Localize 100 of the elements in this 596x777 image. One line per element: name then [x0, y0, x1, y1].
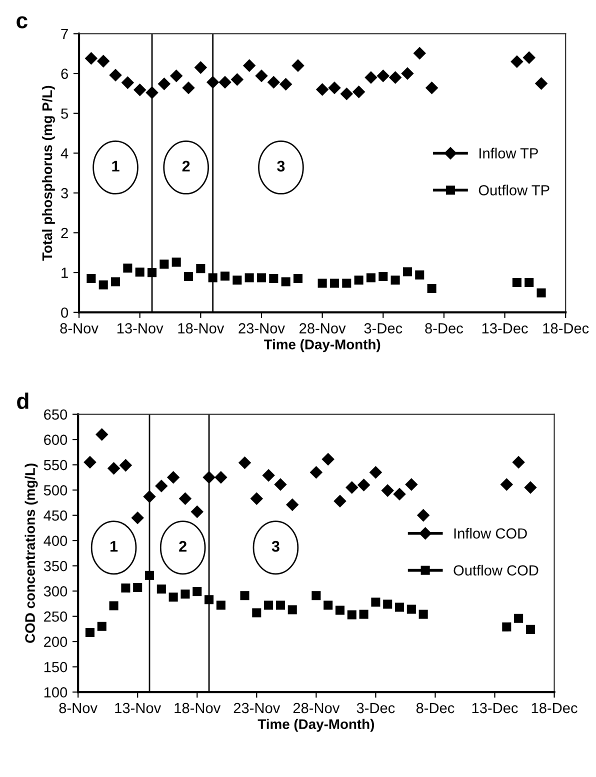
point [334, 494, 346, 508]
point [107, 462, 120, 475]
point [220, 272, 230, 281]
x-tick-label: 18-Nov [174, 702, 221, 714]
point [172, 258, 181, 267]
point [502, 622, 512, 632]
point [405, 478, 418, 491]
point [340, 87, 354, 100]
point [279, 78, 292, 91]
point [381, 484, 394, 497]
point [342, 278, 352, 288]
point [390, 276, 400, 285]
y-tick-label: 150 [44, 662, 68, 672]
point [383, 600, 392, 609]
point [109, 601, 118, 610]
point [242, 59, 256, 72]
annotation: 2 [182, 160, 190, 172]
point [170, 70, 183, 82]
point [427, 284, 436, 293]
point [526, 624, 535, 634]
point [135, 268, 144, 277]
y-tick-label: 200 [44, 636, 68, 647]
point [318, 278, 327, 288]
point [184, 272, 194, 282]
x-axis-title: Time (Day-Month) [264, 339, 380, 352]
point [346, 481, 358, 494]
y-tick-label: 500 [44, 485, 68, 496]
point [214, 471, 228, 484]
point [111, 277, 120, 286]
point [250, 492, 264, 506]
point [256, 273, 266, 282]
x-tick-label: 18-Dec [543, 323, 589, 334]
point [369, 466, 382, 479]
point [109, 68, 122, 82]
x-tick-label: 28-Nov [293, 702, 340, 714]
point [352, 85, 366, 98]
point [190, 505, 204, 518]
x-tick-label: 18-Dec [532, 702, 578, 714]
point [286, 498, 299, 512]
point [158, 77, 171, 90]
y-tick-label: 0 [61, 307, 68, 318]
y-tick-label: 300 [44, 586, 68, 596]
point [119, 458, 132, 472]
point [267, 76, 280, 89]
annotation: 3 [277, 160, 285, 172]
point [500, 478, 514, 491]
point [86, 274, 96, 284]
point [395, 602, 404, 612]
point [194, 61, 208, 74]
point [196, 264, 206, 274]
point [182, 81, 195, 94]
point [192, 587, 202, 596]
y-tick-label: 1 [62, 268, 68, 278]
y-tick-label: 650 [44, 409, 68, 420]
point [96, 428, 108, 441]
point [357, 478, 370, 492]
point [98, 280, 108, 290]
y-tick-label: 350 [44, 560, 68, 572]
point [121, 76, 134, 90]
point [292, 59, 304, 72]
point [388, 71, 402, 84]
point [371, 598, 380, 607]
chart-title: d [17, 392, 28, 409]
x-tick-label: 23-Nov [234, 702, 280, 714]
point [264, 600, 274, 610]
point [216, 600, 226, 610]
point [524, 278, 534, 288]
y-tick-label: 550 [44, 460, 68, 470]
point [312, 591, 321, 600]
x-tick-label: 23-Nov [238, 323, 285, 334]
y-tick-label: 400 [44, 536, 68, 546]
point [512, 278, 522, 288]
point [328, 81, 341, 94]
annotation: 1 [112, 160, 120, 172]
point [512, 456, 525, 469]
point [401, 67, 414, 80]
point [347, 610, 356, 620]
point [514, 614, 524, 623]
y-tick-label: 3 [61, 188, 68, 198]
legend-label: Inflow TP [480, 148, 538, 158]
x-tick-label: 8-Nov [60, 323, 98, 334]
legend-label: Inflow COD [454, 528, 527, 539]
x-tick-label: 8-Dec [416, 702, 454, 714]
point [274, 478, 287, 491]
point [330, 278, 339, 288]
x-tick-label: 8-Nov [59, 702, 98, 714]
point [160, 260, 169, 269]
x-tick-label: 13-Dec [482, 323, 528, 334]
legend-label: Outflow COD [454, 564, 538, 576]
y-tick-label: 7 [61, 28, 68, 40]
point [156, 584, 166, 594]
point [376, 70, 390, 82]
point [418, 610, 428, 619]
point [230, 73, 244, 86]
point [524, 481, 537, 494]
point [84, 52, 98, 65]
chart-title: c [16, 16, 28, 28]
point [366, 273, 376, 282]
x-tick-label: 3-Dec [356, 702, 395, 714]
point [393, 488, 406, 500]
